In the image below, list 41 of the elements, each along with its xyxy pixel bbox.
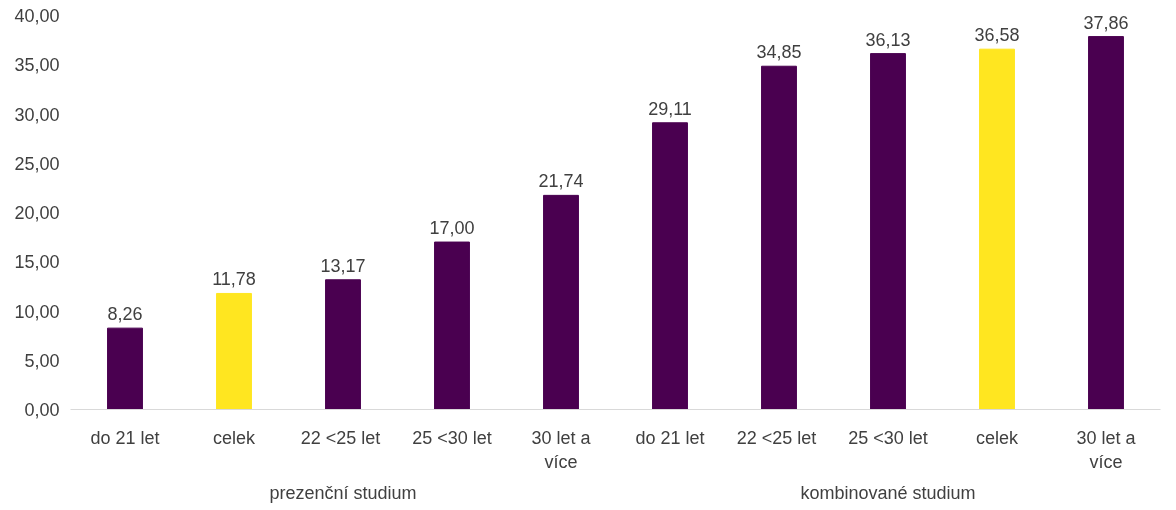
text: prezenční studium (269, 482, 417, 503)
bar (979, 48, 1015, 410)
data-label: 17,00 (429, 218, 475, 239)
bar (434, 241, 470, 410)
x-tick-label: 25 <30 let (848, 427, 928, 448)
y-tick-label: 35,00 (14, 55, 60, 76)
x-tick-label: 25 <30 let (412, 427, 492, 448)
data-label: 34,85 (756, 42, 802, 63)
y-tick-label: 0,00 (24, 400, 60, 420)
data-label: 37,86 (1083, 12, 1129, 33)
y-tick-label: 20,00 (14, 203, 60, 223)
x-tick-label: celek (212, 427, 257, 448)
text: kombinované studium (800, 482, 976, 503)
y-tick-label: 10,00 (14, 301, 60, 322)
x-tick-label: 22 <25 let (736, 427, 817, 448)
y-tick-label: 40,00 (14, 6, 60, 26)
data-label: 36,58 (974, 25, 1020, 46)
data-label: 11,78 (212, 269, 256, 290)
y-tick-label: 30,00 (14, 104, 60, 125)
x-tick-label: do 21 let (635, 427, 705, 448)
x-tick-label: do 21 let (90, 427, 160, 448)
bar (870, 53, 906, 410)
bar (652, 122, 688, 410)
bar (1088, 36, 1124, 410)
data-label: 36,13 (865, 29, 911, 50)
x-tick-label: celek (975, 427, 1020, 448)
bar (543, 194, 579, 410)
bar (216, 292, 252, 410)
y-tick-label: 5,00 (24, 350, 60, 371)
data-label: 8,26 (107, 304, 143, 325)
y-tick-label: 15,00 (14, 252, 60, 273)
bar (761, 65, 797, 410)
y-tick-label: 25,00 (14, 153, 60, 174)
data-label: 29,11 (648, 98, 692, 119)
x-tick-label: 30 let a více (531, 427, 592, 472)
bar (107, 327, 143, 410)
x-tick-label: 30 let a více (1076, 427, 1137, 472)
bar (325, 279, 361, 410)
data-label: 21,74 (538, 171, 584, 192)
data-label: 13,17 (320, 255, 366, 276)
x-tick-label: 22 <25 let (300, 427, 381, 448)
